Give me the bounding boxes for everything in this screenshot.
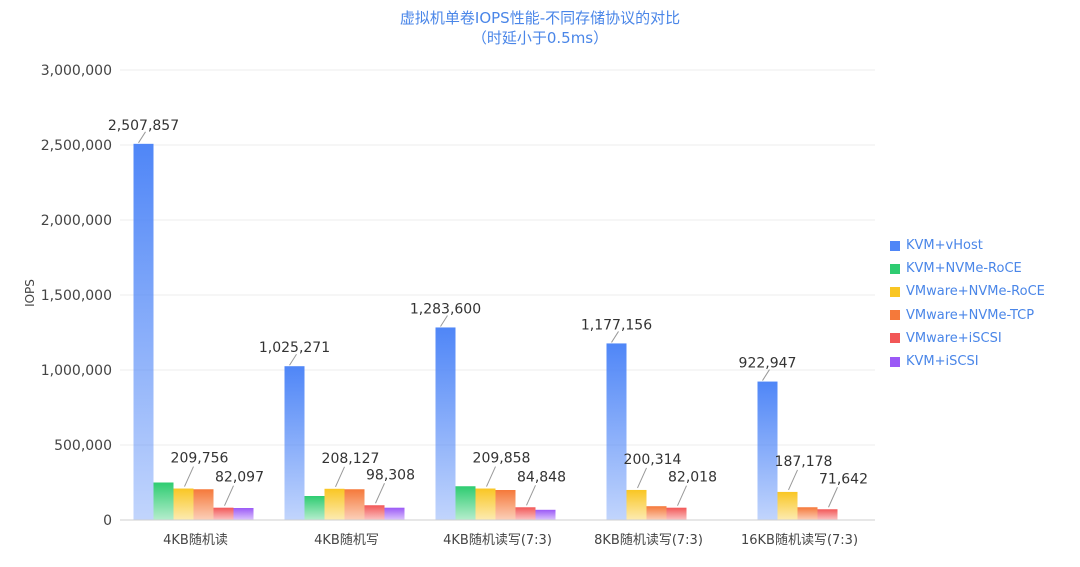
bar: [364, 505, 385, 520]
bar: [757, 381, 778, 520]
y-tick-label: 1,000,000: [41, 363, 112, 379]
data-label: 82,097: [215, 470, 264, 486]
leader-line: [677, 485, 687, 506]
leader-line: [184, 466, 194, 487]
bar: [435, 327, 456, 520]
leader-line: [440, 315, 448, 327]
data-label: 187,178: [775, 454, 833, 470]
y-axis-ticks: 0 500,000 1,000,000 1,500,000 2,000,000 2,500…: [41, 63, 112, 529]
leader-line: [289, 353, 297, 366]
x-axis-ticks: 4KB随机读 4KB随机写 4KB随机读写(7:3) 8KB随机读写(7:3) 16KB…: [163, 533, 858, 548]
chart-subtitle: （时延小于0.5ms）: [471, 29, 609, 47]
y-tick-label: 1,500,000: [41, 288, 112, 304]
y-axis-label: IOPS: [23, 279, 37, 307]
data-label: 71,642: [819, 471, 868, 487]
bar: [344, 489, 365, 520]
legend-label: KVM+iSCSI: [906, 354, 979, 370]
legend-label: VMware+NVMe-TCP: [906, 307, 1035, 323]
leader-line: [375, 483, 385, 504]
bar: [777, 491, 798, 520]
leader-line: [828, 487, 838, 508]
legend-label: VMware+iSCSI: [906, 330, 1002, 346]
y-tick-label: 500,000: [54, 438, 112, 454]
x-tick-label: 16KB随机读写(7:3): [741, 533, 858, 548]
data-label: 98,308: [366, 467, 415, 483]
data-labels: 2,507,857 209,756 82,097 1,025,271 208,12798…: [108, 118, 868, 508]
legend-item[interactable]: VMware+NVMe-RoCE: [890, 280, 1045, 303]
legend-swatch: [890, 240, 900, 251]
bar: [284, 366, 305, 520]
bar: [455, 486, 476, 520]
data-label: 1,177,156: [581, 317, 652, 333]
legend-item[interactable]: KVM+vHost: [890, 234, 1045, 257]
data-label: 200,314: [624, 452, 682, 468]
data-label: 209,858: [473, 451, 531, 467]
leader-line: [611, 331, 619, 343]
bar: [475, 488, 496, 520]
x-tick-label: 4KB随机读写(7:3): [443, 533, 552, 548]
bar: [304, 496, 325, 520]
bar: [324, 488, 345, 520]
leader-line: [138, 131, 146, 144]
bar: [666, 507, 687, 520]
leader-line: [762, 369, 770, 381]
legend-item[interactable]: KVM+iSCSI: [890, 350, 1045, 373]
legend-item[interactable]: KVM+NVMe-RoCE: [890, 257, 1045, 280]
x-tick-label: 4KB随机写: [314, 533, 379, 548]
data-label: 82,018: [668, 470, 717, 486]
data-label: 2,507,857: [108, 118, 179, 134]
leader-line: [788, 469, 798, 491]
bar: [817, 509, 838, 520]
y-tick-label: 3,000,000: [41, 63, 112, 79]
y-tick-label: 0: [103, 513, 112, 529]
chart-title-block: 虚拟机单卷IOPS性能-不同存储协议的对比 （时延小于0.5ms）: [0, 8, 1080, 48]
legend-swatch: [890, 356, 900, 367]
y-tick-label: 2,500,000: [41, 138, 112, 154]
bar: [646, 506, 667, 520]
legend-label: VMware+NVMe-RoCE: [906, 284, 1045, 300]
legend-swatch: [890, 310, 900, 321]
bar: [193, 489, 214, 520]
leader-line: [486, 466, 496, 487]
data-label: 84,848: [517, 469, 566, 485]
y-tick-label: 2,000,000: [41, 213, 112, 229]
bar: [606, 343, 627, 520]
data-label: 1,283,600: [410, 301, 481, 317]
legend-swatch: [890, 263, 900, 274]
bars: [133, 143, 838, 520]
data-label: 208,127: [322, 451, 380, 467]
bar: [233, 508, 254, 520]
bar: [797, 507, 818, 520]
chart-title: 虚拟机单卷IOPS性能-不同存储协议的对比: [399, 9, 681, 27]
bar: [384, 507, 405, 520]
x-tick-label: 4KB随机读: [163, 533, 228, 548]
legend: KVM+vHost KVM+NVMe-RoCE VMware+NVMe-RoCE VM…: [890, 234, 1045, 373]
leader-line: [637, 467, 647, 489]
bar: [213, 507, 234, 520]
legend-swatch: [890, 333, 900, 344]
legend-label: KVM+vHost: [906, 238, 983, 254]
data-label: 209,756: [171, 451, 229, 467]
legend-swatch: [890, 286, 900, 297]
leader-line: [335, 466, 345, 487]
bar: [173, 488, 194, 520]
grid-lines: [120, 69, 875, 446]
bar: [535, 509, 556, 520]
x-tick-label: 8KB随机读写(7:3): [594, 533, 703, 548]
data-label: 922,947: [739, 356, 797, 372]
legend-item[interactable]: VMware+iSCSI: [890, 327, 1045, 350]
bar: [133, 143, 154, 520]
leader-line: [224, 485, 234, 506]
bar: [495, 490, 516, 520]
data-label: 1,025,271: [259, 340, 330, 356]
bar: [153, 482, 174, 520]
bar: [515, 507, 536, 520]
leader-line: [526, 485, 536, 506]
legend-label: KVM+NVMe-RoCE: [906, 261, 1022, 277]
legend-item[interactable]: VMware+NVMe-TCP: [890, 304, 1045, 327]
bar: [626, 489, 647, 520]
